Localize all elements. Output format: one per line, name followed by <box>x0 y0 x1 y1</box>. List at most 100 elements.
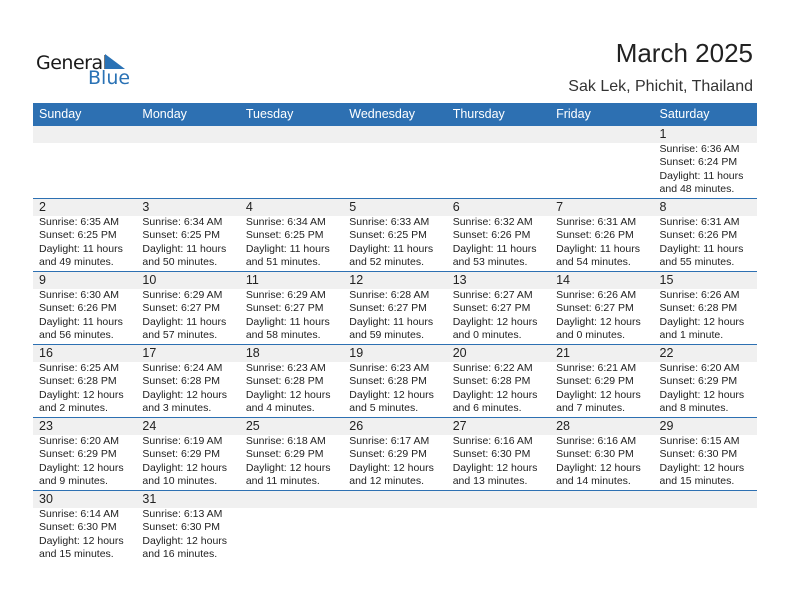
daylight-text: Daylight: 11 hours <box>142 315 227 328</box>
sunset-text: Sunset: 6:25 PM <box>142 229 221 242</box>
day-number: 26 <box>349 419 364 433</box>
day-number: 23 <box>39 419 53 433</box>
day-number: 19 <box>349 346 364 360</box>
sunrise-text: Sunrise: 6:16 AM <box>556 435 637 447</box>
day-number: 27 <box>452 419 467 433</box>
day-cell: 7 Sunrise: 6:31 AM Sunset: 6:26 PM Daylight… <box>550 199 653 271</box>
weekday-friday: Friday <box>556 107 591 121</box>
sunrise-text: Sunrise: 6:27 AM <box>452 289 533 301</box>
sunset-text: Sunset: 6:29 PM <box>556 375 634 388</box>
weekday-thursday: Thursday <box>452 107 505 121</box>
daylight-text: Daylight: 11 hours <box>659 169 744 182</box>
sunset-text: Sunset: 6:30 PM <box>142 521 221 534</box>
minutes-text: and 52 minutes. <box>349 256 424 269</box>
daylight-text: Daylight: 11 hours <box>142 242 227 255</box>
day-cell: 26 Sunrise: 6:17 AM Sunset: 6:29 PM Dayligh… <box>343 418 446 490</box>
sunset-text: Sunset: 6:28 PM <box>659 302 738 315</box>
weekday-sunday: Sunday <box>39 107 82 121</box>
sunset-text: Sunset: 6:28 PM <box>39 375 117 388</box>
page-title: March 2025 <box>615 38 753 68</box>
sunrise-text: Sunrise: 6:36 AM <box>659 143 740 155</box>
sunrise-text: Sunrise: 6:14 AM <box>39 508 119 520</box>
day-number: 14 <box>556 273 571 287</box>
sunset-text: Sunset: 6:27 PM <box>556 302 634 315</box>
sunset-text: Sunset: 6:25 PM <box>349 229 427 242</box>
weekday-saturday: Saturday <box>659 107 710 121</box>
week-row: 2 Sunrise: 6:35 AM Sunset: 6:25 PM Daylight… <box>33 199 757 272</box>
sunrise-text: Sunrise: 6:31 AM <box>659 216 740 228</box>
minutes-text: and 48 minutes. <box>659 183 735 196</box>
daylight-text: Daylight: 12 hours <box>142 461 228 474</box>
day-cell: 21 Sunrise: 6:21 AM Sunset: 6:29 PM Dayligh… <box>550 345 653 417</box>
daylight-text: Daylight: 12 hours <box>349 461 434 474</box>
minutes-text: and 14 minutes. <box>556 475 631 488</box>
week-row: 9 Sunrise: 6:30 AM Sunset: 6:26 PM Daylight… <box>33 272 757 345</box>
day-number: 31 <box>142 492 157 506</box>
sunset-text: Sunset: 6:29 PM <box>245 448 324 461</box>
sunset-text: Sunset: 6:29 PM <box>39 448 117 461</box>
day-number: 15 <box>659 273 674 287</box>
empty-cell <box>343 126 446 198</box>
daylight-text: Daylight: 11 hours <box>245 315 330 328</box>
minutes-text: and 6 minutes. <box>452 402 522 415</box>
day-cell: 18 Sunrise: 6:23 AM Sunset: 6:28 PM Dayligh… <box>240 345 343 417</box>
minutes-text: and 51 minutes. <box>245 256 321 269</box>
daylight-text: Daylight: 12 hours <box>39 388 124 401</box>
minutes-text: and 3 minutes. <box>142 402 212 415</box>
day-number: 9 <box>39 273 46 287</box>
daylight-text: Daylight: 12 hours <box>452 388 538 401</box>
location: Sak Lek, Phichit, Thailand <box>568 78 753 95</box>
sunrise-text: Sunrise: 6:33 AM <box>349 216 430 228</box>
day-number: 21 <box>556 346 571 360</box>
sunset-text: Sunset: 6:26 PM <box>39 302 117 315</box>
day-number: 5 <box>349 200 357 214</box>
empty-cell <box>136 126 239 198</box>
sunrise-text: Sunrise: 6:31 AM <box>556 216 637 228</box>
empty-cell <box>550 491 653 564</box>
daylight-text: Daylight: 11 hours <box>659 242 744 255</box>
daylight-text: Daylight: 12 hours <box>245 388 331 401</box>
sunrise-text: Sunrise: 6:15 AM <box>659 435 740 447</box>
day-number: 22 <box>659 346 674 360</box>
sunset-text: Sunset: 6:30 PM <box>659 448 738 461</box>
day-cell: 8 Sunrise: 6:31 AM Sunset: 6:26 PM Daylight… <box>654 199 757 271</box>
minutes-text: and 58 minutes. <box>245 329 321 342</box>
week-row: 16 Sunrise: 6:25 AM Sunset: 6:28 PM Dayligh… <box>33 345 757 418</box>
sunset-text: Sunset: 6:28 PM <box>349 375 427 388</box>
sunset-text: Sunset: 6:30 PM <box>452 448 531 461</box>
sunrise-text: Sunrise: 6:29 AM <box>142 289 223 301</box>
sunset-text: Sunset: 6:24 PM <box>659 156 738 169</box>
day-cell: 24 Sunrise: 6:19 AM Sunset: 6:29 PM Dayligh… <box>136 418 239 490</box>
sunrise-text: Sunrise: 6:13 AM <box>142 508 223 520</box>
week-row: 30 Sunrise: 6:14 AM Sunset: 6:30 PM Dayligh… <box>33 491 757 564</box>
sunset-text: Sunset: 6:30 PM <box>39 521 117 534</box>
daylight-text: Daylight: 11 hours <box>349 242 434 255</box>
calendar-body: 1 Sunrise: 6:36 AM Sunset: 6:24 PM Daylight… <box>33 126 757 564</box>
sunrise-text: Sunrise: 6:20 AM <box>659 362 740 374</box>
minutes-text: and 57 minutes. <box>142 329 218 342</box>
minutes-text: and 12 minutes. <box>349 475 424 488</box>
minutes-text: and 0 minutes. <box>452 329 522 342</box>
minutes-text: and 10 minutes. <box>142 475 218 488</box>
daylight-text: Daylight: 11 hours <box>349 315 434 328</box>
sunrise-text: Sunrise: 6:34 AM <box>142 216 223 228</box>
minutes-text: and 8 minutes. <box>659 402 729 415</box>
daylight-text: Daylight: 12 hours <box>39 461 124 474</box>
daylight-text: Daylight: 11 hours <box>39 315 123 328</box>
day-number: 25 <box>245 419 260 433</box>
sunset-text: Sunset: 6:25 PM <box>39 229 117 242</box>
day-cell: 5 Sunrise: 6:33 AM Sunset: 6:25 PM Daylight… <box>343 199 446 271</box>
sunset-text: Sunset: 6:26 PM <box>556 229 634 242</box>
weekday-wednesday: Wednesday <box>349 107 416 121</box>
weekday-monday: Monday <box>142 107 187 121</box>
sunrise-text: Sunrise: 6:17 AM <box>349 435 430 447</box>
day-number: 7 <box>556 200 564 214</box>
minutes-text: and 7 minutes. <box>556 402 625 415</box>
sunrise-text: Sunrise: 6:28 AM <box>349 289 430 301</box>
sunrise-text: Sunrise: 6:29 AM <box>245 289 326 301</box>
sunset-text: Sunset: 6:27 PM <box>142 302 221 315</box>
week-row: 1 Sunrise: 6:36 AM Sunset: 6:24 PM Daylight… <box>33 126 757 199</box>
empty-cell <box>447 126 550 198</box>
sunset-text: Sunset: 6:27 PM <box>245 302 324 315</box>
daylight-text: Daylight: 12 hours <box>245 461 331 474</box>
